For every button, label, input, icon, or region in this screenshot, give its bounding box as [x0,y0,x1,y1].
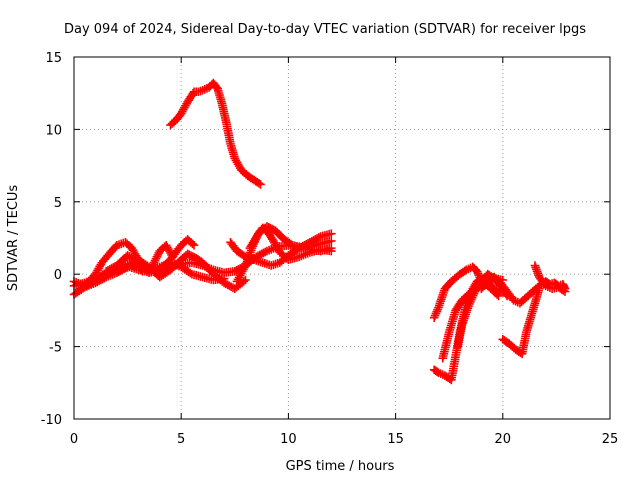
x-axis-label: GPS time / hours [286,459,395,474]
data-point [326,236,336,246]
y-tick-label: 15 [45,51,62,66]
x-tick-label: 15 [387,432,404,447]
series-arc-j [429,262,503,322]
data-point [534,284,544,293]
data-points [69,78,570,385]
y-tick-label: 0 [54,268,62,283]
data-point [494,291,503,301]
tick-labels: 0 5 10 15 20 25 -10 -5 0 5 10 15 [41,51,619,447]
data-point [326,246,336,256]
series-arc-g [232,223,336,286]
chart-title: Day 094 of 2024, Sidereal Day-to-day VTE… [64,22,586,37]
data-point [326,229,336,238]
series-arc-e [101,240,177,276]
grid [74,57,610,419]
y-tick-label: 10 [45,123,62,138]
y-axis-label: SDTVAR / TECUs [6,185,21,292]
data-point [241,275,250,285]
axis-ticks [73,56,611,420]
x-tick-label: 20 [495,432,512,447]
data-point [256,180,265,189]
data-point [560,284,570,293]
y-tick-label: -5 [49,341,62,356]
data-point [168,252,177,262]
series-arc-p [541,277,570,293]
series-arc-m [477,272,550,308]
x-tick-label: 5 [177,432,185,447]
x-tick-label: 0 [70,432,78,447]
series-arc-high [166,78,265,189]
x-tick-label: 10 [280,432,297,447]
data-point [492,290,502,299]
data-point [189,240,199,250]
plot-frame [73,56,611,420]
series-arc-h [245,222,336,253]
y-tick-label: 5 [54,196,62,211]
series-arc-n [498,284,544,359]
x-tick-label: 25 [602,432,619,447]
y-tick-label: -10 [41,413,62,428]
